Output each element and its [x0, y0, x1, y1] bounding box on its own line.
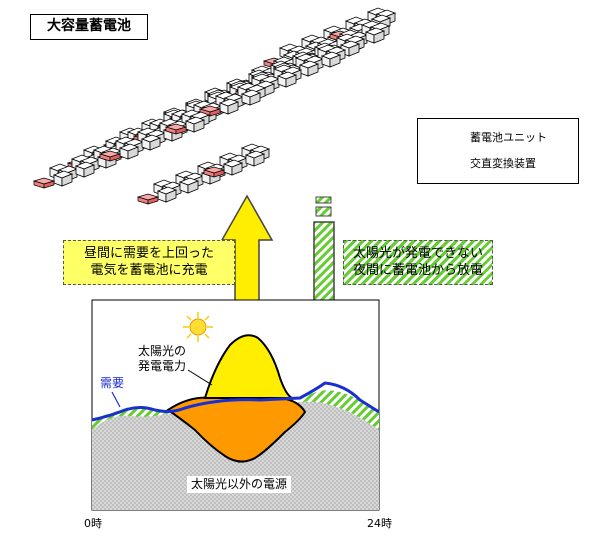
battery-unit-cluster [361, 20, 390, 44]
battery-unit-cluster [137, 179, 182, 205]
discharge-callout: 太陽光が発電できない 夜間に蓄電池から放電 [343, 240, 493, 285]
battery-unit-cluster [33, 163, 78, 189]
sun-icon [183, 312, 213, 342]
title-label: 大容量蓄電池 [30, 14, 148, 40]
discharge-callout-line1: 太陽光が発電できない [352, 246, 483, 261]
battery-unit-cluster [317, 44, 346, 68]
demand-line [91, 381, 380, 422]
legend-box: 蓄電池ユニット 交直変換装置 [417, 118, 579, 184]
solar-label: 太陽光の 発電電力 [138, 344, 186, 374]
battery-unit-cluster [237, 82, 266, 106]
charge-callout-line2: 電気を蓄電池に充電 [90, 263, 208, 278]
battery-unit-cluster [241, 143, 270, 167]
battery-unit-cluster [273, 64, 302, 88]
solar-label-line2: 発電電力 [138, 359, 187, 373]
charge-callout: 昼間に需要を上回った 電気を蓄電池に充電 [63, 240, 235, 285]
solar-label-line1: 太陽光の [138, 344, 187, 358]
solar-generation-area [203, 334, 293, 399]
charge-callout-line1: 昼間に需要を上回った [83, 246, 214, 261]
other-power-label: 太陽光以外の電源 [187, 476, 292, 493]
discharge-callout-line2: 夜間に蓄電池から放電 [352, 263, 483, 278]
legend-battery-label: 蓄電池ユニット [470, 131, 547, 144]
demand-label: 需要 [100, 376, 125, 390]
legend-converter-label: 交直変換装置 [470, 157, 536, 170]
time-end-label: 24時 [367, 517, 392, 530]
demand-pointer [111, 391, 121, 408]
solar-pointer [187, 369, 213, 386]
time-start-label: 0時 [84, 517, 102, 530]
